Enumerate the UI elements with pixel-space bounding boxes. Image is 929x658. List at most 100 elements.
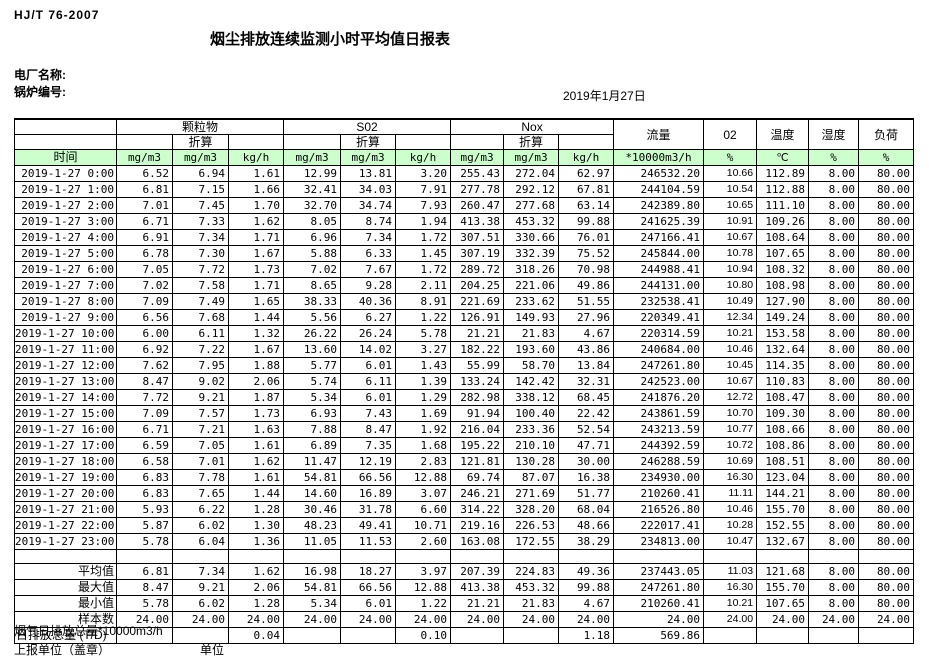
value-cell: 55.99 [450,357,505,374]
value-cell: 338.12 [503,389,560,406]
value-cell: 8.00 [808,245,860,262]
value-cell: 24.00 [613,611,705,628]
value-cell: 111.10 [756,197,810,214]
value-cell: 8.00 [808,357,860,374]
value-cell [703,549,758,564]
value-cell: 1.44 [227,485,285,502]
value-cell: 38.29 [558,533,615,550]
value-cell: 66.56 [340,469,397,486]
value-cell: 328.20 [503,501,560,518]
value-cell: 5.74 [283,373,342,390]
value-cell: 26.22 [283,325,342,342]
value-cell: 244988.41 [613,261,705,278]
value-cell: 7.65 [172,485,229,502]
value-cell [283,627,342,644]
value-cell: 193.60 [503,341,560,358]
value-cell: 30.00 [558,453,615,470]
value-cell: 6.02 [172,517,229,534]
value-cell: 1.65 [227,293,285,310]
value-cell: 219.16 [450,517,505,534]
table-row: 2019-1-27 19:00 6.83 7.78 1.61 54.81 66.56 12.… [14,469,915,486]
standard-code: HJ/T 76-2007 [14,8,100,22]
value-cell: 8.05 [283,213,342,230]
value-cell [756,627,810,644]
value-cell: 126.91 [450,309,505,326]
value-cell [450,549,505,564]
value-cell: 24.00 [283,611,342,628]
value-cell: 11.11 [703,485,758,502]
value-cell: 10.45 [703,357,758,374]
value-cell: 247261.80 [613,357,705,374]
value-cell: 80.00 [858,595,915,612]
conversion-header-row: 折算 折算 折算 [14,134,914,150]
time-header-spacer2 [14,134,117,150]
value-cell: 24.00 [756,611,810,628]
value-cell: 68.45 [558,389,615,406]
value-cell: 8.74 [340,213,397,230]
value-cell: 10.21 [703,325,758,342]
pm-raw-spacer [116,134,173,150]
value-cell: 6.83 [116,485,173,502]
value-cell: 8.47 [116,373,173,390]
value-cell [808,549,860,564]
table-row: 2019-1-27 6:00 7.05 7.72 1.73 7.02 7.67 1.72 28… [14,261,915,278]
value-cell: 67.81 [558,181,615,198]
value-cell: 132.67 [756,533,810,550]
value-cell [172,549,229,564]
summary-row: 最大值 8.47 9.21 2.06 54.81 66.56 12.88 413.38 453.… [14,579,915,596]
value-cell: 10.69 [703,453,758,470]
value-cell: 195.22 [450,437,505,454]
value-cell: 32.31 [558,373,615,390]
value-cell: 7.15 [172,181,229,198]
value-cell: 1.28 [227,595,285,612]
value-cell: 80.00 [858,229,915,246]
value-cell: 13.60 [283,341,342,358]
value-cell: 66.56 [340,579,397,596]
value-cell: 13.81 [340,165,397,182]
value-cell: 8.00 [808,485,860,502]
value-cell: 1.87 [227,389,285,406]
value-cell: 80.00 [858,293,915,310]
value-cell: 6.81 [116,563,173,580]
time-cell: 2019-1-27 19:00 [14,469,117,486]
value-cell: 80.00 [858,501,915,518]
value-cell: 9.28 [340,277,397,294]
daily-total-row: 日排放总量 (T/D) 0.04 0.10 1.18 569.86 [14,627,915,644]
value-cell: 3.20 [395,165,452,182]
unit-cell: mg/m3 [283,149,342,166]
value-cell: 6.92 [116,341,173,358]
value-cell: 6.33 [340,245,397,262]
time-cell: 2019-1-27 0:00 [14,165,117,182]
value-cell: 277.68 [503,197,560,214]
time-cell: 2019-1-27 7:00 [14,277,117,294]
value-cell [703,627,758,644]
time-cell: 2019-1-27 6:00 [14,261,117,278]
value-cell: 271.69 [503,485,560,502]
value-cell: 245844.00 [613,245,705,262]
value-cell: 7.62 [116,357,173,374]
value-cell: 1.30 [227,517,285,534]
plant-name-label: 电厂名称: [14,68,66,82]
value-cell: 3.07 [395,485,452,502]
value-cell: 1.71 [227,229,285,246]
time-cell: 2019-1-27 22:00 [14,517,117,534]
value-cell: 207.39 [450,563,505,580]
time-cell: 2019-1-27 12:00 [14,357,117,374]
value-cell: 107.65 [756,245,810,262]
value-cell: 80.00 [858,405,915,422]
value-cell: 80.00 [858,563,915,580]
value-cell: 7.49 [172,293,229,310]
value-cell: 8.00 [808,533,860,550]
value-cell: 232538.41 [613,293,705,310]
unit-cell: % [703,149,758,166]
value-cell: 8.47 [116,579,173,596]
value-cell: 8.00 [808,389,860,406]
value-cell: 453.32 [503,579,560,596]
value-cell: 24.00 [116,611,173,628]
value-cell: 21.83 [503,595,560,612]
value-cell: 108.32 [756,261,810,278]
value-cell: 6.83 [116,469,173,486]
value-cell: 87.07 [503,469,560,486]
value-cell: 6.91 [116,229,173,246]
value-cell: 244131.00 [613,277,705,294]
